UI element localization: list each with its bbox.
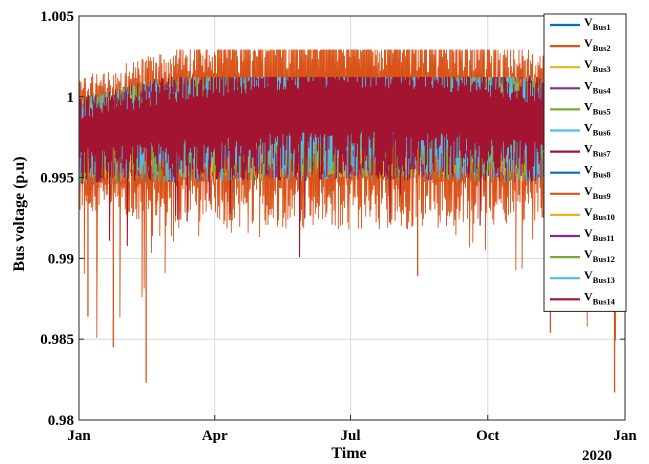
y-tick-label-3: 0.995 (40, 171, 74, 187)
y-axis-ticks: 0.98 0.985 0.99 0.995 1 1.005 (40, 9, 625, 429)
legend-label-Bus3: VBus3 (584, 57, 611, 74)
legend-label-Bus10: VBus10 (584, 205, 615, 222)
legend-label-Bus9: VBus9 (584, 184, 611, 201)
x-tick-label-3: Oct (476, 428, 499, 444)
legend-label-Bus1: VBus1 (584, 15, 611, 32)
y-tick-label-5: 1.005 (40, 9, 74, 25)
x-tick-label-2: Jul (341, 428, 361, 444)
legend-label-Bus12: VBus12 (584, 247, 615, 264)
legend-label-Bus4: VBus4 (584, 78, 611, 95)
x-tick-label-4: Jan (613, 428, 637, 444)
x-tick-label-0: Jan (67, 428, 91, 444)
legend-label-Bus7: VBus7 (584, 142, 611, 159)
legend-label-Bus14: VBus14 (584, 289, 616, 306)
legend-label-Bus13: VBus13 (584, 268, 615, 285)
x-year-label: 2020 (582, 448, 612, 464)
legend-label-Bus6: VBus6 (584, 121, 611, 138)
legend-box (543, 13, 627, 312)
x-axis-ticks: Jan Apr Jul Oct Jan (67, 415, 637, 444)
series-line-Bus14 (79, 76, 625, 258)
legend-label-Bus8: VBus8 (584, 163, 611, 180)
legend: VBus1 VBus2 VBus3 VBus4 VBus5 VBus6 VBus7 VBus8… (543, 13, 627, 312)
y-tick-label-2: 0.99 (48, 251, 74, 267)
legend-label-Bus2: VBus2 (584, 36, 611, 53)
series-Bus14 (79, 76, 625, 258)
x-axis-label: Time (331, 445, 366, 462)
y-tick-label-0: 0.98 (48, 413, 74, 429)
y-tick-label-1: 0.985 (40, 332, 74, 348)
legend-label-Bus11: VBus11 (584, 226, 614, 243)
x-tick-label-1: Apr (202, 428, 228, 444)
y-tick-label-4: 1 (67, 90, 75, 106)
legend-label-Bus5: VBus5 (584, 99, 611, 116)
plot-series (79, 49, 625, 393)
y-axis-label: Bus voltage (p.u) (11, 156, 28, 271)
